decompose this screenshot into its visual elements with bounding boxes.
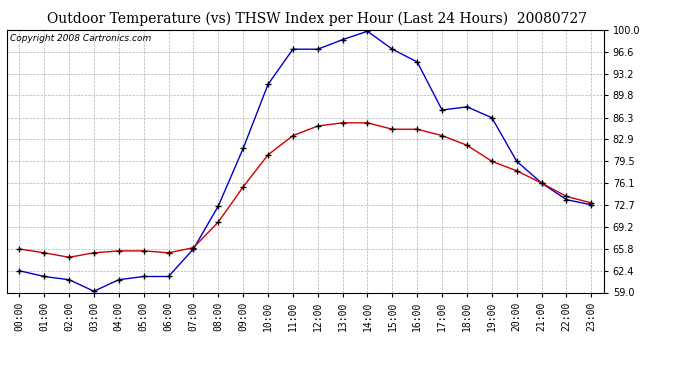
Text: Outdoor Temperature (vs) THSW Index per Hour (Last 24 Hours)  20080727: Outdoor Temperature (vs) THSW Index per … <box>48 11 587 26</box>
Text: Copyright 2008 Cartronics.com: Copyright 2008 Cartronics.com <box>10 34 151 43</box>
